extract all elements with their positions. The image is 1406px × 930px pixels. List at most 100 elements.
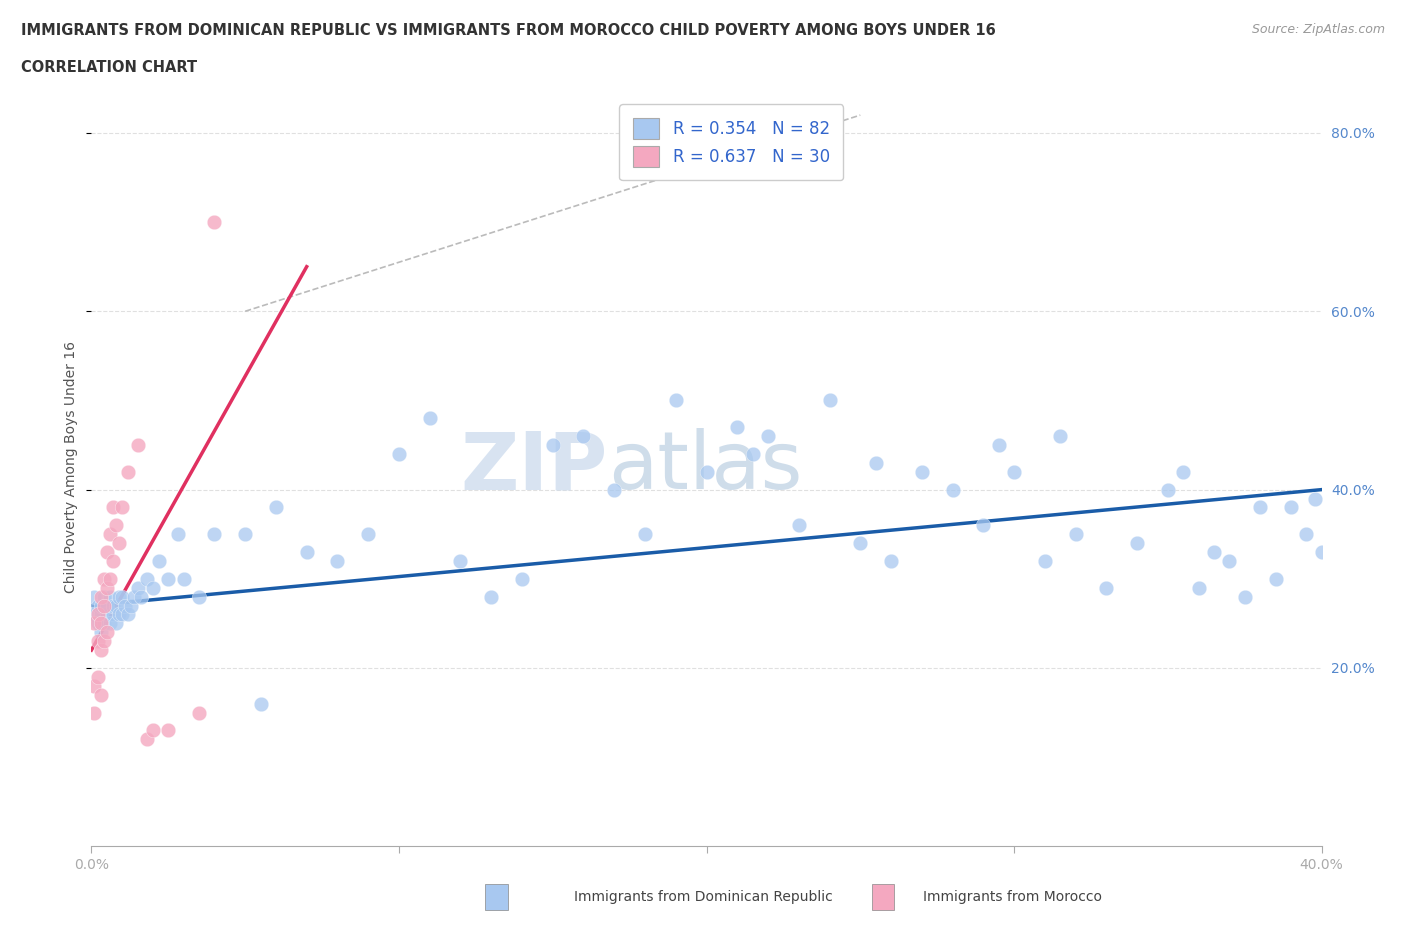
Point bbox=[419, 411, 441, 426]
Y-axis label: Child Poverty Among Boys Under 16: Child Poverty Among Boys Under 16 bbox=[65, 341, 79, 593]
Point bbox=[90, 643, 112, 658]
Point bbox=[86, 616, 108, 631]
Text: atlas: atlas bbox=[607, 429, 803, 506]
Point bbox=[741, 446, 763, 461]
Point bbox=[1187, 580, 1209, 595]
Point bbox=[603, 482, 626, 497]
Point bbox=[202, 215, 225, 230]
Point bbox=[120, 598, 142, 613]
Point bbox=[96, 545, 118, 560]
Point bbox=[90, 616, 112, 631]
Point bbox=[157, 723, 180, 737]
Point bbox=[665, 393, 688, 408]
Point bbox=[98, 590, 121, 604]
Point bbox=[725, 419, 748, 434]
Point bbox=[1218, 553, 1240, 568]
Point bbox=[787, 518, 810, 533]
Text: Immigrants from Dominican Republic: Immigrants from Dominican Republic bbox=[574, 890, 832, 905]
Point bbox=[83, 590, 105, 604]
Point bbox=[86, 607, 108, 622]
Point bbox=[1064, 526, 1087, 541]
Point bbox=[93, 616, 115, 631]
Point bbox=[1310, 545, 1333, 560]
Legend: R = 0.354   N = 82, R = 0.637   N = 30: R = 0.354 N = 82, R = 0.637 N = 30 bbox=[619, 104, 844, 180]
Point bbox=[96, 625, 118, 640]
Point bbox=[357, 526, 380, 541]
Point bbox=[818, 393, 841, 408]
Point bbox=[90, 598, 112, 613]
Point bbox=[911, 464, 934, 479]
Point bbox=[101, 500, 124, 515]
Point bbox=[90, 590, 112, 604]
Point bbox=[1305, 491, 1327, 506]
Point bbox=[1264, 571, 1286, 586]
Point bbox=[157, 571, 180, 586]
Text: Immigrants from Morocco: Immigrants from Morocco bbox=[922, 890, 1102, 905]
Point bbox=[1279, 500, 1302, 515]
Point bbox=[249, 697, 271, 711]
Point bbox=[114, 598, 136, 613]
Point bbox=[202, 526, 225, 541]
Point bbox=[101, 598, 124, 613]
Point bbox=[90, 625, 112, 640]
Point bbox=[96, 580, 118, 595]
Point bbox=[101, 553, 124, 568]
Text: Source: ZipAtlas.com: Source: ZipAtlas.com bbox=[1251, 23, 1385, 36]
Point bbox=[111, 590, 134, 604]
Point bbox=[142, 723, 165, 737]
Point bbox=[83, 607, 105, 622]
Point bbox=[101, 607, 124, 622]
Point bbox=[98, 571, 121, 586]
Point bbox=[188, 705, 211, 720]
Point bbox=[1295, 526, 1317, 541]
Point bbox=[1233, 590, 1256, 604]
Text: IMMIGRANTS FROM DOMINICAN REPUBLIC VS IMMIGRANTS FROM MOROCCO CHILD POVERTY AMON: IMMIGRANTS FROM DOMINICAN REPUBLIC VS IM… bbox=[21, 23, 995, 38]
Point bbox=[1033, 553, 1056, 568]
Point bbox=[93, 598, 115, 613]
Point bbox=[1049, 429, 1071, 444]
Point bbox=[972, 518, 994, 533]
Point bbox=[756, 429, 779, 444]
Point bbox=[86, 598, 108, 613]
Point bbox=[295, 545, 318, 560]
Point bbox=[326, 553, 349, 568]
Point bbox=[90, 607, 112, 622]
Point bbox=[1202, 545, 1225, 560]
Point bbox=[1173, 464, 1195, 479]
Point bbox=[83, 678, 105, 693]
Point bbox=[108, 607, 131, 622]
Point bbox=[942, 482, 965, 497]
Point bbox=[510, 571, 533, 586]
Point bbox=[105, 616, 127, 631]
Point bbox=[880, 553, 903, 568]
Point bbox=[264, 500, 287, 515]
Point bbox=[127, 438, 149, 453]
Point bbox=[148, 553, 170, 568]
Point bbox=[449, 553, 471, 568]
Point bbox=[987, 438, 1010, 453]
Point bbox=[86, 670, 108, 684]
Point bbox=[93, 590, 115, 604]
Point bbox=[96, 607, 118, 622]
Point bbox=[93, 571, 115, 586]
Point bbox=[105, 518, 127, 533]
Point bbox=[479, 590, 502, 604]
Point bbox=[108, 536, 131, 551]
Point bbox=[1126, 536, 1149, 551]
Point bbox=[233, 526, 256, 541]
Point bbox=[111, 607, 134, 622]
Point bbox=[541, 438, 564, 453]
Point bbox=[117, 607, 139, 622]
Text: CORRELATION CHART: CORRELATION CHART bbox=[21, 60, 197, 75]
Point bbox=[135, 732, 157, 747]
Point bbox=[117, 464, 139, 479]
Point bbox=[388, 446, 411, 461]
Point bbox=[90, 687, 112, 702]
Point bbox=[105, 598, 127, 613]
Point bbox=[124, 590, 146, 604]
Point bbox=[135, 571, 157, 586]
Point bbox=[93, 633, 115, 648]
Point bbox=[634, 526, 657, 541]
Point bbox=[1249, 500, 1271, 515]
Point bbox=[849, 536, 872, 551]
